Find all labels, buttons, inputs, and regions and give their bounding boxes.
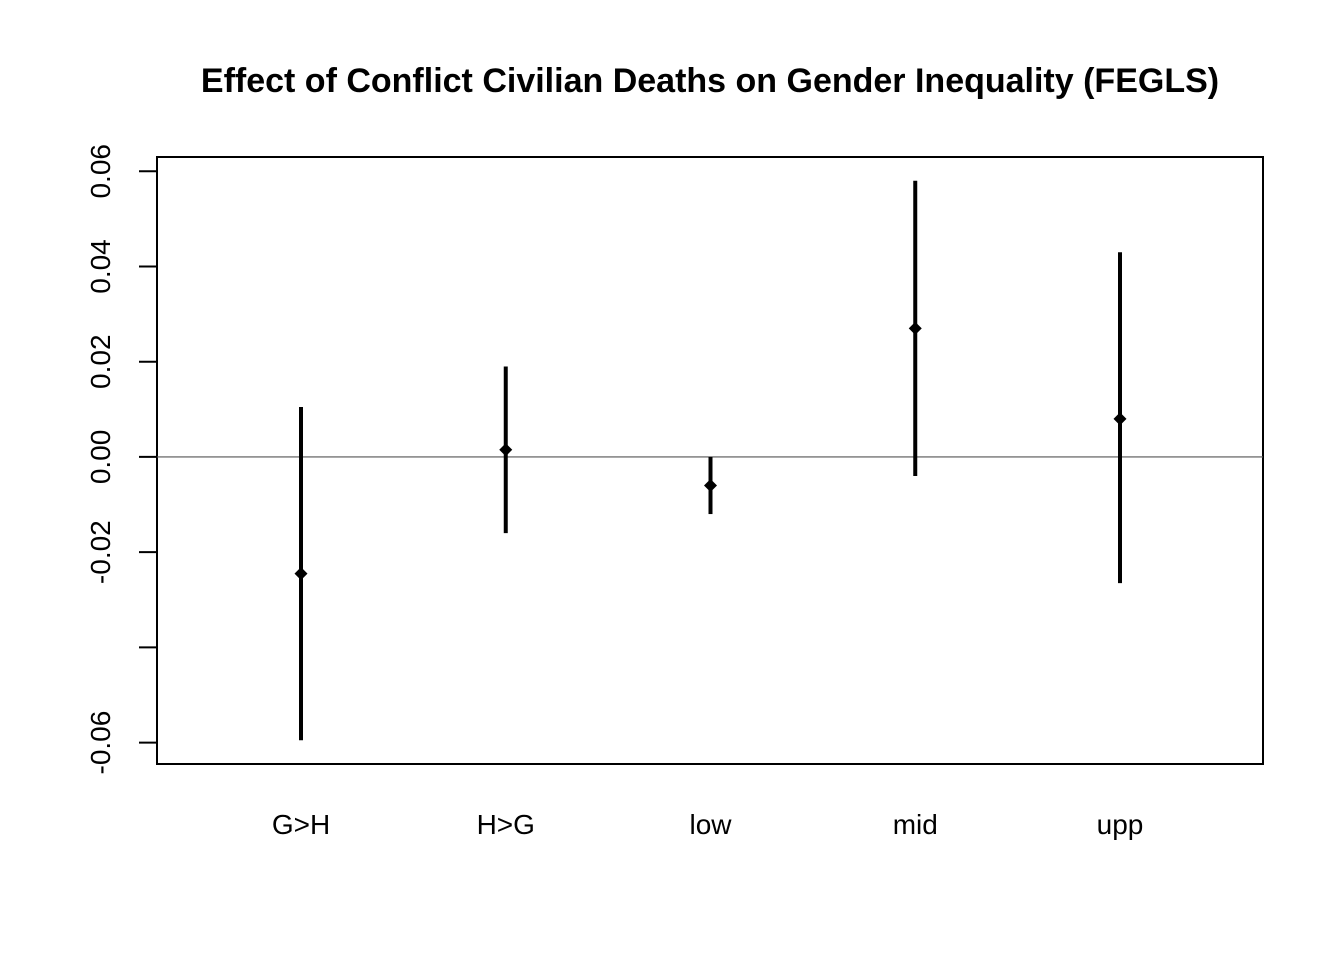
y-tick-label: 0.04 xyxy=(85,239,116,294)
point-estimate xyxy=(499,443,513,457)
y-tick-label: 0.06 xyxy=(85,144,116,199)
point-estimate xyxy=(704,478,717,492)
x-axis: G>H H>G low mid upp xyxy=(272,809,1144,840)
x-tick-label: low xyxy=(689,809,732,840)
y-tick-label: -0.06 xyxy=(85,711,116,775)
point-estimate xyxy=(294,567,308,581)
x-tick-label: G>H xyxy=(272,809,330,840)
plot-frame xyxy=(156,156,1264,765)
x-tick-label: H>G xyxy=(477,809,535,840)
x-tick-label: upp xyxy=(1097,809,1144,840)
y-axis: -0.06 -0.02 0.00 0.02 0.04 0.06 xyxy=(85,144,157,774)
chart-title: Effect of Conflict Civilian Deaths on Ge… xyxy=(201,62,1219,100)
point-estimate xyxy=(908,321,922,335)
marks-layer xyxy=(294,180,1127,741)
point-estimate xyxy=(1113,412,1127,426)
y-tick-label: 0.00 xyxy=(85,430,116,485)
x-tick-label: mid xyxy=(893,809,938,840)
y-tick-label: -0.02 xyxy=(85,520,116,584)
y-tick-label: 0.02 xyxy=(85,334,116,389)
